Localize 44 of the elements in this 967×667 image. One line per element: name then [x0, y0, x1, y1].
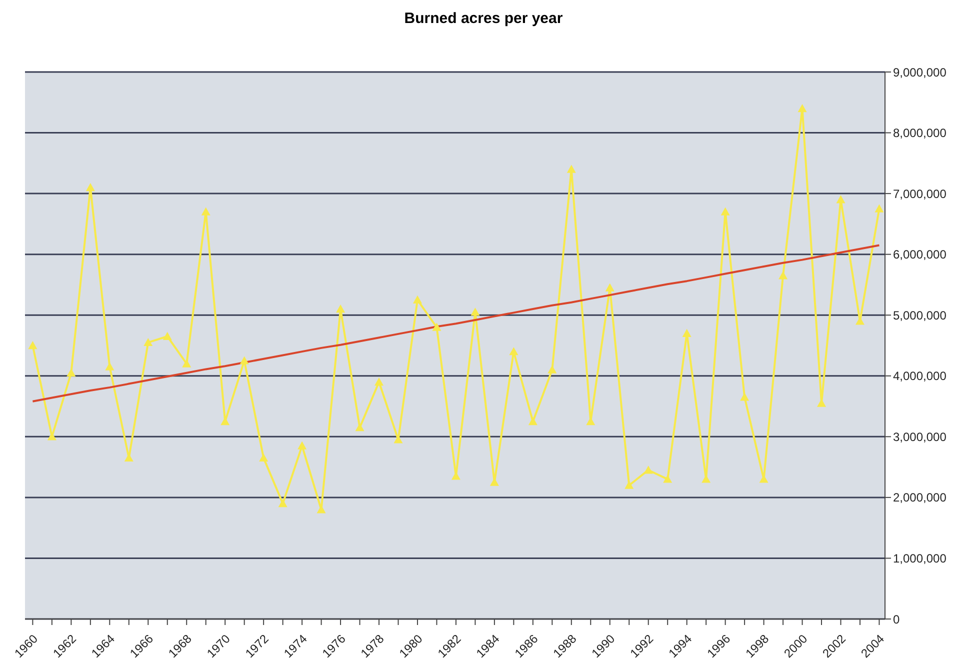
y-tick-label: 5,000,000 [893, 308, 947, 322]
point [432, 322, 442, 331]
point [682, 328, 692, 337]
point [836, 195, 846, 204]
point [259, 453, 268, 462]
point [566, 164, 576, 173]
point [798, 104, 807, 112]
point [336, 304, 346, 313]
point [162, 332, 172, 340]
point [374, 377, 384, 386]
point [47, 432, 56, 440]
point [470, 308, 480, 316]
chart-title: Burned acres per year [403, 10, 564, 27]
point [201, 207, 210, 216]
y-tick-label: 0 [893, 612, 900, 626]
point [298, 441, 307, 450]
point [605, 283, 614, 292]
y-tick-label: 8,000,000 [893, 126, 947, 140]
point [278, 499, 288, 508]
y-tick-label: 6,000,000 [893, 248, 947, 262]
y-tick-label: 7,000,000 [893, 186, 947, 201]
point [509, 347, 518, 356]
point [874, 204, 884, 212]
point [663, 474, 672, 483]
point [528, 416, 538, 426]
line-series [32, 244, 880, 402]
y-tick-label: 4,000,000 [893, 369, 947, 384]
point [28, 341, 38, 350]
point [412, 295, 422, 304]
point [105, 362, 114, 370]
point [740, 392, 750, 401]
point [778, 271, 788, 280]
y-tick-label: 3,000,000 [893, 430, 947, 444]
point [144, 338, 153, 346]
point [240, 356, 249, 364]
point [720, 207, 730, 216]
point [86, 182, 95, 192]
point [355, 423, 364, 432]
y-tick-label: 2,000,000 [893, 490, 947, 505]
point [624, 480, 634, 489]
y-tick-label: 9,000,000 [893, 65, 947, 80]
point [66, 368, 76, 376]
y-tick-label: 1,000,000 [893, 551, 947, 566]
point [182, 359, 192, 368]
